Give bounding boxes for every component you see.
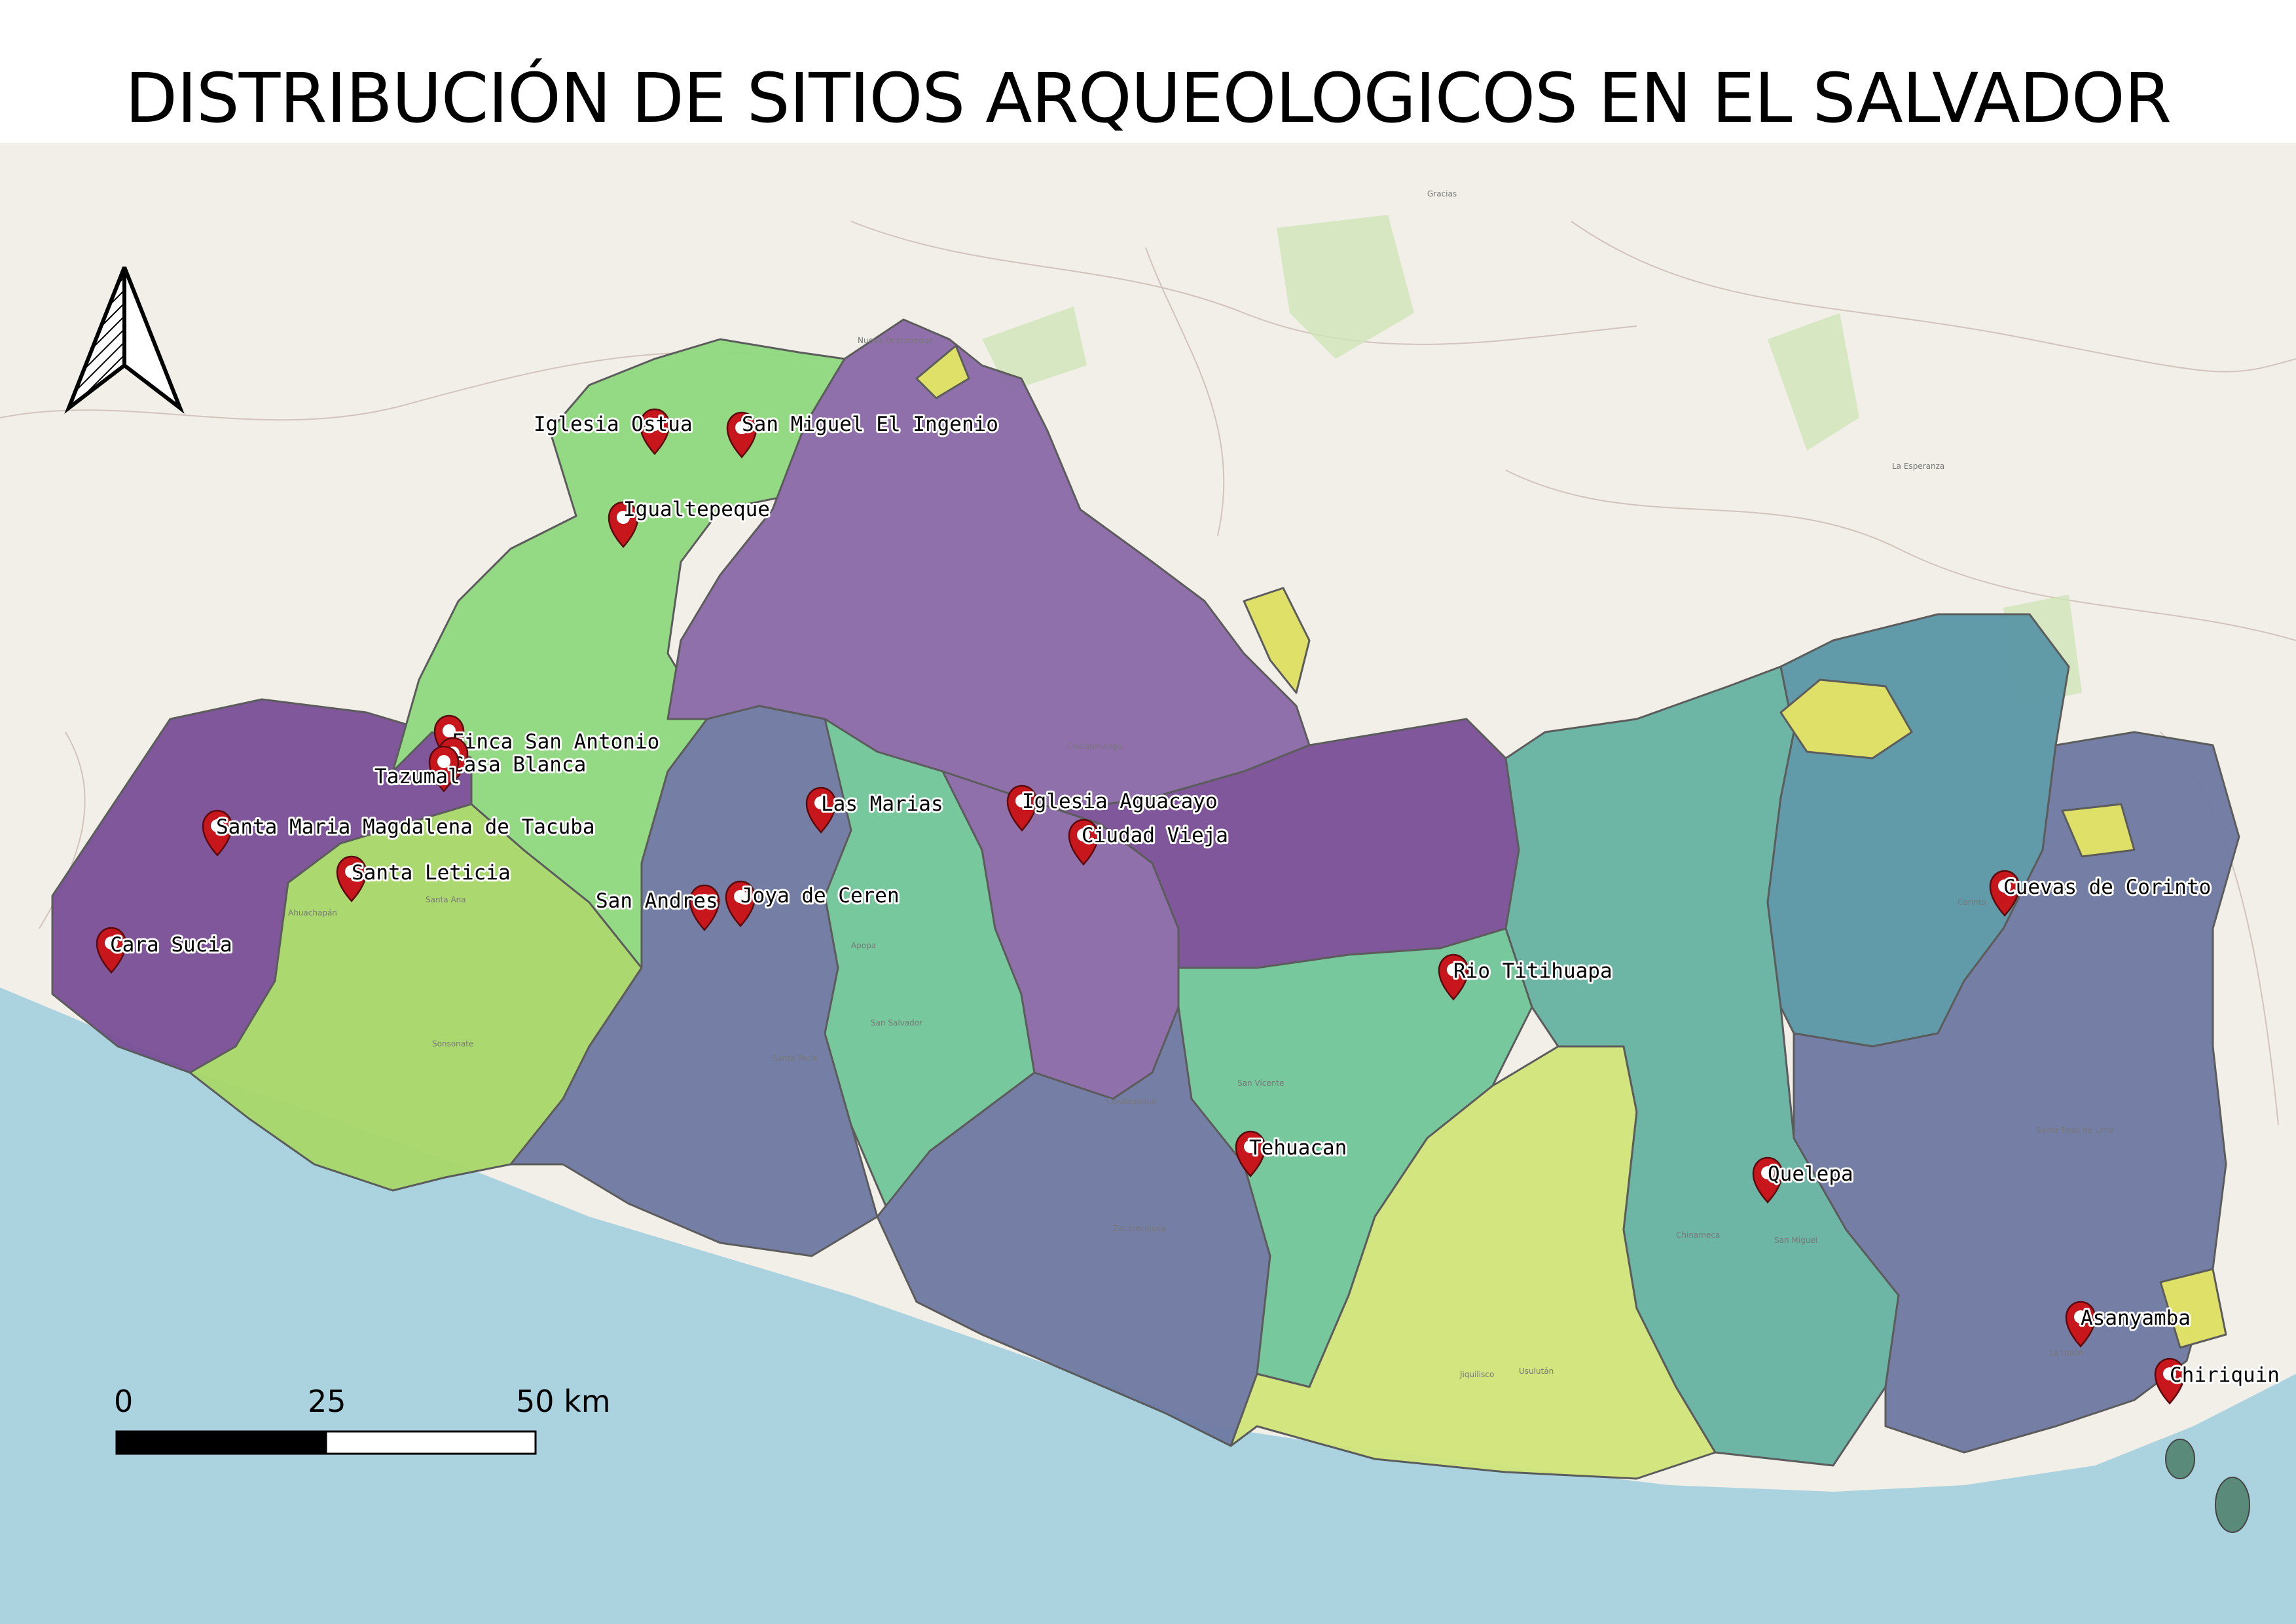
basemap-place-label: Santa Rosa de Lima — [2036, 1126, 2114, 1135]
site-marker: Ciudad Vieja — [1068, 819, 1230, 866]
site-marker: Cuevas de Corinto — [1989, 870, 2213, 917]
department-santa-ana — [392, 338, 846, 969]
basemap-sea — [0, 987, 2296, 1624]
site-label: Ciudad Vieja — [1082, 824, 1228, 847]
site-label: Chiriquin — [2170, 1363, 2280, 1387]
site-label: Finca San Antonio — [452, 730, 659, 754]
north-arrow-icon — [64, 266, 185, 414]
basemap-place-label: Apopa — [851, 941, 876, 950]
basemap-place-label: Santa Tecla — [773, 1054, 817, 1063]
site-label: Rio Titihuapa — [1453, 959, 1613, 983]
site-label: Quelepa — [1768, 1162, 1853, 1186]
bolson-coast — [2159, 1268, 2227, 1349]
site-label: Asanyamba — [2081, 1306, 2191, 1330]
basemap-place-label: La Unión — [2049, 1348, 2084, 1357]
basemap-place-label: San Salvador — [871, 1018, 922, 1027]
basemap-place-label: Sonsonate — [432, 1039, 473, 1048]
site-marker: Finca San Antonio — [433, 714, 661, 762]
site-marker: Quelepa — [1752, 1156, 1855, 1204]
page-title: DISTRIBUCIÓN DE SITIOS ARQUEOLOGICOS EN … — [125, 58, 2172, 138]
bolson-east — [1779, 678, 1913, 760]
site-marker: Tazumal — [373, 745, 462, 792]
bolson-north — [1243, 587, 1311, 694]
site-marker: Santa Leticia — [336, 855, 513, 902]
site-marker: Casa Blanca — [437, 737, 588, 784]
site-marker: Tehuacan — [1235, 1130, 1349, 1177]
scale-segment-light — [325, 1430, 537, 1455]
site-label: Tazumal — [374, 765, 460, 788]
basemap-place-label: Nueva Ocotepeque — [858, 336, 933, 345]
basemap-place-label: Santa Ana — [426, 895, 466, 904]
map-canvas: Gracias Nueva Ocotepeque La Esperanza San S… — [0, 143, 2296, 1624]
site-marker: Chiriquin — [2154, 1357, 2282, 1405]
scale-label-25: 25 — [308, 1384, 346, 1419]
basemap-place-label: San Miguel — [1774, 1236, 1817, 1245]
site-label: Las Marias — [821, 792, 943, 816]
site-label: Igualtepeque — [623, 498, 770, 521]
basemap-place-label: La Esperanza — [1892, 462, 1944, 471]
basemap-place-label: San Vicente — [1237, 1079, 1284, 1088]
scale-bar: 0 25 50 km — [114, 1384, 611, 1455]
site-label: Cuevas de Corinto — [2003, 876, 2211, 899]
scale-label-0: 0 — [114, 1384, 133, 1419]
site-marker: Joya de Ceren — [725, 880, 902, 927]
site-label: San Miguel El Ingenio — [742, 413, 998, 436]
site-label: Casa Blanca — [452, 753, 586, 777]
site-label: Joya de Ceren — [740, 884, 900, 908]
basemap-place-label: Jiquilisco — [1459, 1370, 1494, 1379]
bolson-far-east — [2061, 803, 2136, 858]
basemap-place-label: Usulután — [1519, 1367, 1554, 1376]
site-marker: San Miguel El Ingenio — [726, 411, 1000, 458]
gulf-islands — [2165, 1439, 2250, 1533]
site-label: Cara Sucia — [110, 933, 232, 957]
site-label: Santa Leticia — [352, 861, 511, 885]
sites-layer: Iglesia Ostua San Miguel El Ingenio Igualt… — [96, 408, 2282, 1405]
site-marker: Iglesia Ostua — [532, 408, 695, 455]
basemap-place-label: Cojutepeque — [1106, 1097, 1156, 1106]
basemap-place-label: Ahuachapán — [288, 908, 337, 917]
site-marker: Cara Sucia — [96, 927, 234, 974]
basemap-place-label: Chalatenango — [1067, 742, 1122, 751]
site-marker: Igualtepeque — [608, 496, 772, 548]
site-label: Santa Maria Magdalena de Tacuba — [216, 815, 595, 839]
site-label: Tehuacan — [1249, 1136, 1347, 1160]
site-marker: San Andres — [594, 884, 720, 931]
basemap-place-label: Gracias — [1427, 189, 1457, 198]
site-marker: Rio Titihuapa — [1438, 953, 1614, 1001]
basemap-place-labels: Gracias Nueva Ocotepeque La Esperanza San S… — [288, 189, 2114, 1379]
basemap-place-label: Zacatecoluca — [1113, 1224, 1165, 1233]
site-label: San Andres — [596, 889, 718, 913]
departments-layer — [51, 318, 2240, 1480]
basemap-place-label: Corinto — [1958, 898, 1986, 907]
basemap-place-label: Chinameca — [1676, 1230, 1720, 1240]
scale-segment-dark — [115, 1430, 327, 1455]
site-marker: Santa Maria Magdalena de Tacuba — [202, 809, 597, 857]
site-label: Iglesia Ostua — [534, 413, 693, 436]
site-label: Iglesia Aguacayo — [1022, 790, 1218, 813]
scale-label-50: 50 km — [516, 1384, 611, 1419]
site-marker: Las Marias — [805, 786, 945, 834]
site-marker: Iglesia Aguacayo — [1006, 784, 1220, 832]
site-marker: Asanyamba — [2065, 1301, 2193, 1348]
bolson-nw — [915, 344, 970, 399]
